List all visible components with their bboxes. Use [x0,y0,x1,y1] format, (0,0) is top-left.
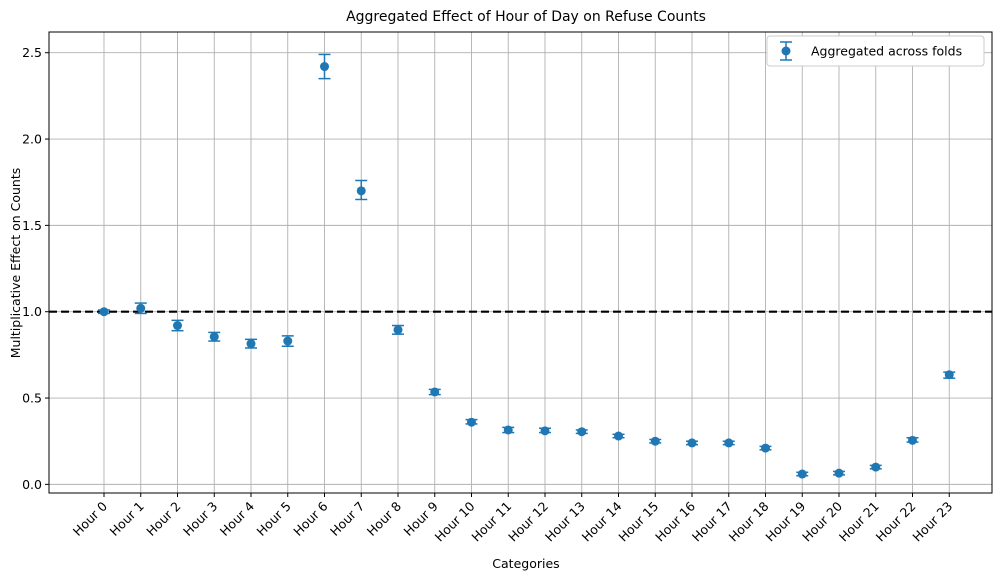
data-point [650,436,660,446]
data-point [797,469,807,479]
data-point [246,339,256,349]
data-point [908,435,917,445]
data-point [724,438,734,448]
data-point [871,462,881,472]
data-point [540,426,550,436]
x-tick-label: Hour 3 [180,499,220,539]
legend-marker [781,46,791,56]
y-tick-label: 1.0 [22,304,42,319]
x-tick-label: Hour 21 [836,499,882,545]
x-tick-label: Hour 1 [107,499,147,539]
data-point [393,325,403,335]
x-tick-label: Hour 0 [70,498,110,538]
grid [49,32,992,493]
y-tick-label: 0.0 [22,477,42,492]
x-tick-label: Hour 17 [689,499,735,545]
x-tick-label: Hour 4 [217,498,257,538]
plot-frame [48,31,993,494]
x-tick-label: Hour 6 [290,498,330,538]
data-point [173,321,182,331]
chart-title: Aggregated Effect of Hour of Day on Refu… [346,9,706,25]
legend: Aggregated across folds [766,35,985,67]
data-points [99,62,954,479]
x-axis-label: Categories [492,556,559,571]
x-tick-label: Hour 7 [327,499,367,539]
data-point [687,438,697,448]
x-tick-label: Hour 11 [468,499,514,545]
data-point [283,336,293,346]
y-tick-label: 2.5 [22,45,42,60]
y-tick-label: 2.0 [22,132,42,147]
y-tick-label: 0.5 [22,391,42,406]
data-point [614,431,623,441]
data-point [320,62,329,72]
y-axis-ticks: 0.0 0.5 1.0 1.5 2.0 2.5 [22,45,49,492]
x-tick-label: Hour 2 [143,499,183,539]
data-point [209,332,219,342]
y-tick-label: 1.5 [22,218,42,233]
data-point [503,425,513,435]
x-tick-label: Hour 22 [873,499,919,545]
x-tick-label: Hour 5 [254,499,294,539]
data-point [834,468,844,478]
data-point [467,417,476,427]
x-tick-label: Hour 13 [542,499,588,545]
x-tick-label: Hour 23 [909,499,955,545]
data-point [99,307,109,317]
data-point [136,303,146,313]
data-point [944,370,954,380]
data-point [761,443,770,453]
x-tick-label: Hour 12 [505,499,551,545]
x-tick-label: Hour 15 [615,499,661,545]
data-point [577,427,587,437]
legend-label: Aggregated across folds [811,44,962,59]
x-tick-label: Hour 8 [364,498,404,538]
legend-box [766,35,985,67]
data-point [430,387,440,397]
data-point [356,186,366,196]
y-axis-label: Multiplicative Effect on Counts [8,168,23,359]
error-bars [98,53,956,477]
